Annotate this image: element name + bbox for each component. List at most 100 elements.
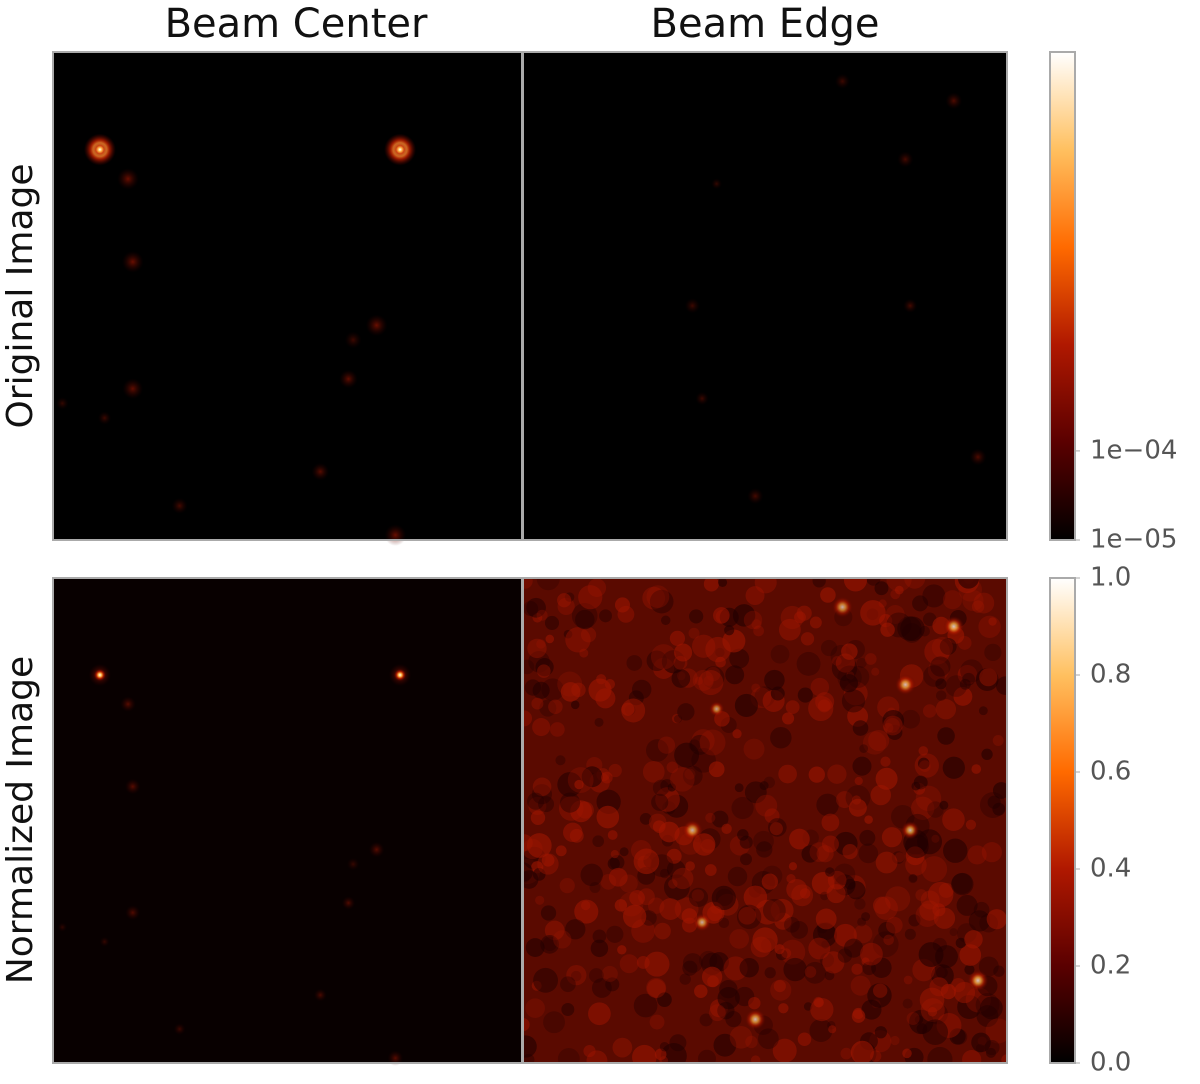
texture-blob (649, 1014, 665, 1030)
texture-blob (957, 994, 982, 1020)
texture-blob (670, 767, 695, 792)
texture-blob (732, 729, 742, 739)
texture-blob (794, 611, 806, 624)
texture-blob (548, 699, 563, 715)
texture-blob (559, 792, 581, 813)
panel-frame (522, 51, 1008, 541)
texture-blob (981, 748, 993, 760)
texture-blob (691, 634, 716, 658)
texture-blob (525, 998, 545, 1018)
texture-blob (918, 746, 929, 756)
texture-blob (535, 895, 545, 905)
texture-blob (837, 665, 862, 690)
texture-blob (815, 692, 835, 712)
texture-blob (654, 922, 671, 940)
texture-blob (536, 578, 560, 591)
texture-blob (840, 1047, 853, 1060)
texture-blob (691, 889, 705, 902)
texture-blob (854, 898, 866, 910)
texture-blob (852, 720, 869, 736)
texture-blob (953, 981, 976, 1004)
texture-blob (694, 984, 708, 998)
texture-blob (729, 929, 750, 949)
texture-blob (852, 756, 872, 776)
texture-blob (967, 845, 987, 865)
texture-blob (531, 697, 544, 710)
texture-blob (633, 848, 660, 875)
texture-blob (917, 757, 930, 770)
texture-blob (808, 937, 831, 960)
texture-blob (885, 886, 911, 912)
texture-blob (538, 796, 555, 813)
texture-blob (523, 578, 533, 589)
texture-blob (816, 793, 839, 817)
texture-blob (880, 756, 891, 767)
texture-blob (859, 829, 876, 846)
texture-blob (617, 945, 627, 955)
texture-blob (962, 1049, 982, 1063)
source (346, 857, 360, 871)
texture-blob (659, 1042, 670, 1052)
texture-blob (861, 912, 871, 922)
texture-blob (770, 726, 792, 749)
texture-blob (588, 1002, 611, 1026)
texture-blob (701, 966, 723, 987)
texture-blob (536, 609, 548, 621)
texture-blob (727, 866, 748, 887)
texture-blob (833, 923, 857, 947)
texture-blob (739, 958, 759, 978)
texture-blob (856, 657, 867, 669)
texture-blob (780, 939, 806, 965)
texture-blob (717, 1001, 735, 1020)
texture-blob (565, 919, 586, 940)
texture-blob (924, 639, 950, 665)
texture-blob (592, 835, 605, 848)
texture-blob (931, 636, 953, 659)
texture-blob (957, 578, 980, 589)
texture-blob (885, 605, 905, 624)
texture-blob (762, 898, 786, 922)
texture-blob (824, 970, 835, 981)
texture-blob (996, 676, 1007, 695)
texture-blob (858, 843, 879, 864)
texture-blob (555, 845, 567, 857)
texture-blob (523, 659, 535, 675)
texture-blob (822, 951, 845, 974)
texture-blob (960, 659, 984, 683)
texture-blob (646, 585, 670, 609)
texture-blob (671, 713, 682, 724)
texture-blob (540, 905, 557, 921)
texture-blob (902, 1048, 912, 1059)
texture-blob (523, 1017, 530, 1032)
texture-blob (649, 589, 674, 614)
texture-blob (523, 710, 533, 727)
texture-blob (942, 590, 963, 610)
texture-blob (755, 794, 778, 817)
texture-blob (781, 712, 795, 725)
texture-blob (601, 771, 613, 784)
texture-blob (532, 681, 550, 699)
texture-blob (599, 609, 612, 623)
texture-blob (935, 945, 958, 968)
texture-blob (885, 717, 900, 733)
texture-blob (986, 909, 1007, 930)
texture-blob (874, 896, 898, 920)
texture-blob (837, 948, 853, 963)
texture-blob (984, 643, 1002, 662)
texture-blob (745, 1035, 758, 1049)
texture-blob (956, 894, 978, 916)
texture-blob (769, 822, 783, 836)
source (744, 1008, 766, 1030)
texture-blob (931, 964, 954, 987)
texture-blob (854, 776, 863, 786)
texture-blob (692, 669, 714, 691)
source (125, 905, 141, 921)
texture-blob (666, 761, 679, 774)
texture-blob (753, 830, 774, 852)
texture-blob (820, 639, 838, 657)
texture-blob (778, 1003, 789, 1014)
colorbar-tick-label: 1e−05 (1090, 525, 1177, 555)
texture-blob (803, 1002, 813, 1011)
texture-blob (770, 644, 790, 664)
texture-blob (560, 976, 576, 993)
